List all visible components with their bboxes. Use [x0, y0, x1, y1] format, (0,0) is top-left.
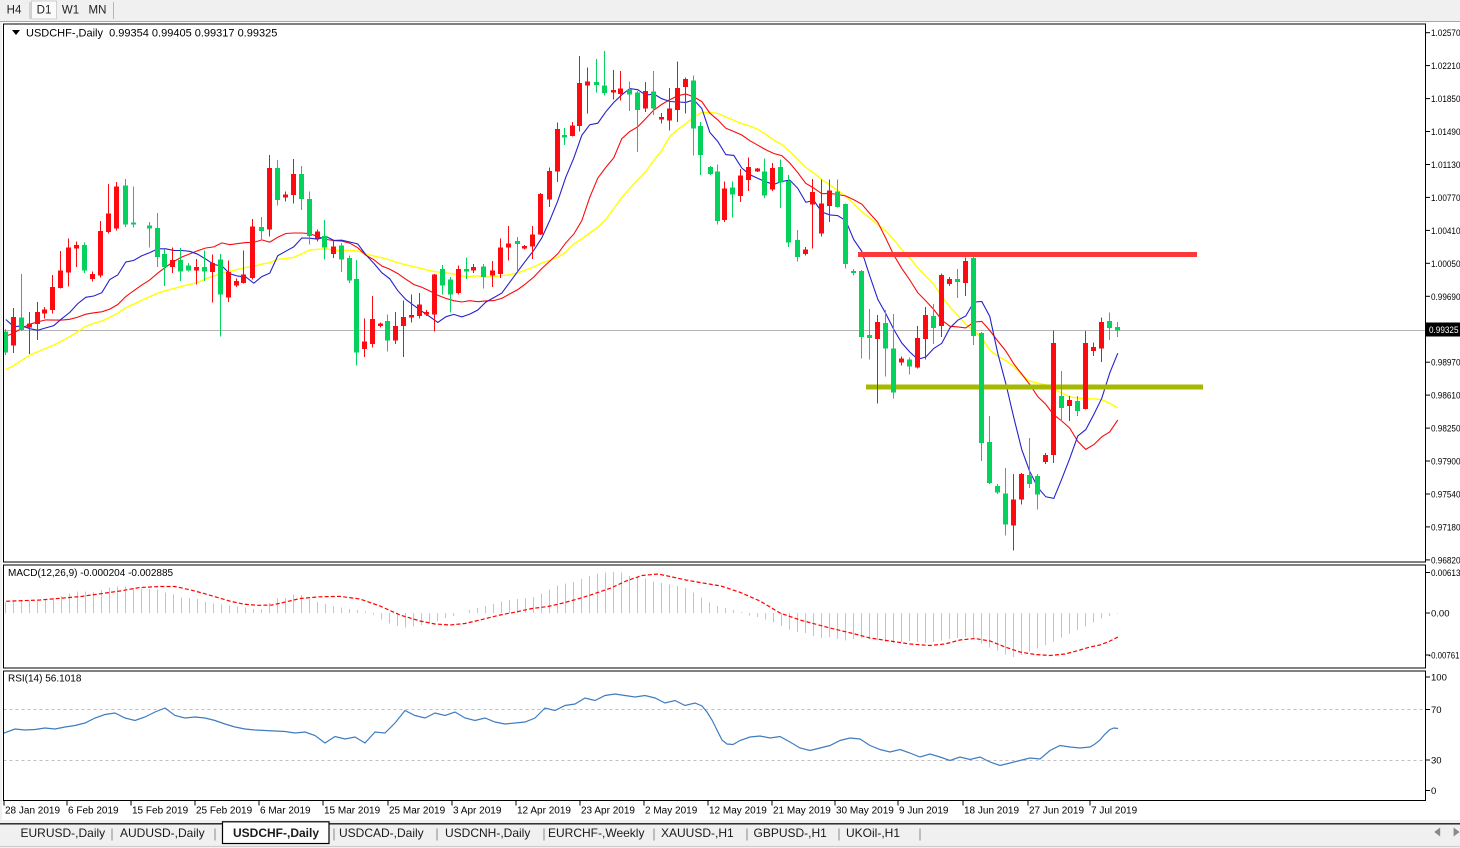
svg-text:0.00613: 0.00613 — [1431, 568, 1460, 579]
svg-text:XAUUSD-,H1: XAUUSD-,H1 — [661, 826, 734, 840]
svg-text:0.96820: 0.96820 — [1431, 555, 1460, 566]
svg-text:0.98250: 0.98250 — [1431, 424, 1460, 435]
svg-text:1.00050: 1.00050 — [1431, 259, 1460, 270]
svg-text:USDCHF-,Daily 0.99354 0.99405: USDCHF-,Daily 0.99354 0.99405 0.99317 0.… — [26, 28, 277, 40]
svg-text:12 Apr 2019: 12 Apr 2019 — [517, 806, 571, 817]
svg-text:AUDUSD-,Daily: AUDUSD-,Daily — [120, 826, 205, 840]
svg-text:0.99325: 0.99325 — [1429, 325, 1459, 336]
svg-text:0.99690: 0.99690 — [1431, 292, 1460, 303]
svg-text:25 Feb 2019: 25 Feb 2019 — [196, 806, 253, 817]
svg-text:6 Mar 2019: 6 Mar 2019 — [260, 806, 311, 817]
svg-text:18 Jun 2019: 18 Jun 2019 — [964, 806, 1019, 817]
svg-text:0.97180: 0.97180 — [1431, 522, 1460, 533]
svg-text:27 Jun 2019: 27 Jun 2019 — [1029, 806, 1084, 817]
svg-text:15 Mar 2019: 15 Mar 2019 — [324, 806, 381, 817]
svg-text:1.02210: 1.02210 — [1431, 61, 1460, 72]
svg-text:3 Apr 2019: 3 Apr 2019 — [453, 806, 502, 817]
svg-text:12 May 2019: 12 May 2019 — [709, 806, 767, 817]
svg-text:1.02570: 1.02570 — [1431, 28, 1460, 39]
svg-text:EURUSD-,Daily: EURUSD-,Daily — [21, 826, 106, 840]
svg-text:1.01850: 1.01850 — [1431, 94, 1460, 105]
svg-text:0.00: 0.00 — [1431, 609, 1450, 620]
svg-text:0.98970: 0.98970 — [1431, 358, 1460, 369]
svg-text:100: 100 — [1431, 673, 1447, 684]
svg-text:USDCAD-,Daily: USDCAD-,Daily — [339, 826, 424, 840]
svg-text:MACD(12,26,9) -0.000204 -0.002: MACD(12,26,9) -0.000204 -0.002885 — [8, 568, 174, 579]
svg-text:2 May 2019: 2 May 2019 — [645, 806, 698, 817]
svg-text:30 May 2019: 30 May 2019 — [836, 806, 894, 817]
svg-text:28 Jan 2019: 28 Jan 2019 — [5, 806, 60, 817]
svg-text:MN: MN — [89, 5, 107, 17]
svg-text:USDCHF-,Daily: USDCHF-,Daily — [233, 826, 319, 840]
svg-text:-0.00761: -0.00761 — [1429, 651, 1460, 662]
svg-text:1.01130: 1.01130 — [1431, 160, 1460, 171]
svg-text:9 Jun 2019: 9 Jun 2019 — [899, 806, 949, 817]
svg-text:1.00410: 1.00410 — [1431, 226, 1460, 237]
svg-text:7 Jul 2019: 7 Jul 2019 — [1091, 806, 1138, 817]
svg-text:0.98610: 0.98610 — [1431, 391, 1460, 402]
svg-text:70: 70 — [1431, 705, 1442, 716]
svg-text:30: 30 — [1431, 756, 1442, 767]
svg-text:USDCNH-,Daily: USDCNH-,Daily — [445, 826, 530, 840]
svg-text:15 Feb 2019: 15 Feb 2019 — [132, 806, 189, 817]
svg-text:W1: W1 — [62, 5, 79, 17]
svg-text:6 Feb 2019: 6 Feb 2019 — [68, 806, 119, 817]
svg-text:21 May 2019: 21 May 2019 — [773, 806, 831, 817]
svg-text:23 Apr 2019: 23 Apr 2019 — [581, 806, 635, 817]
svg-text:0.97900: 0.97900 — [1431, 457, 1460, 468]
svg-text:UKOil-,H1: UKOil-,H1 — [846, 826, 900, 840]
svg-text:GBPUSD-,H1: GBPUSD-,H1 — [754, 826, 828, 840]
svg-text:H4: H4 — [7, 5, 22, 17]
svg-text:EURCHF-,Weekly: EURCHF-,Weekly — [548, 826, 644, 840]
svg-text:0.97540: 0.97540 — [1431, 490, 1460, 501]
svg-text:1.01490: 1.01490 — [1431, 127, 1460, 138]
svg-text:D1: D1 — [37, 5, 52, 17]
svg-text:1.00770: 1.00770 — [1431, 193, 1460, 204]
svg-text:0: 0 — [1431, 786, 1436, 797]
svg-text:25 Mar 2019: 25 Mar 2019 — [389, 806, 446, 817]
svg-text:RSI(14) 56.1018: RSI(14) 56.1018 — [8, 674, 82, 685]
